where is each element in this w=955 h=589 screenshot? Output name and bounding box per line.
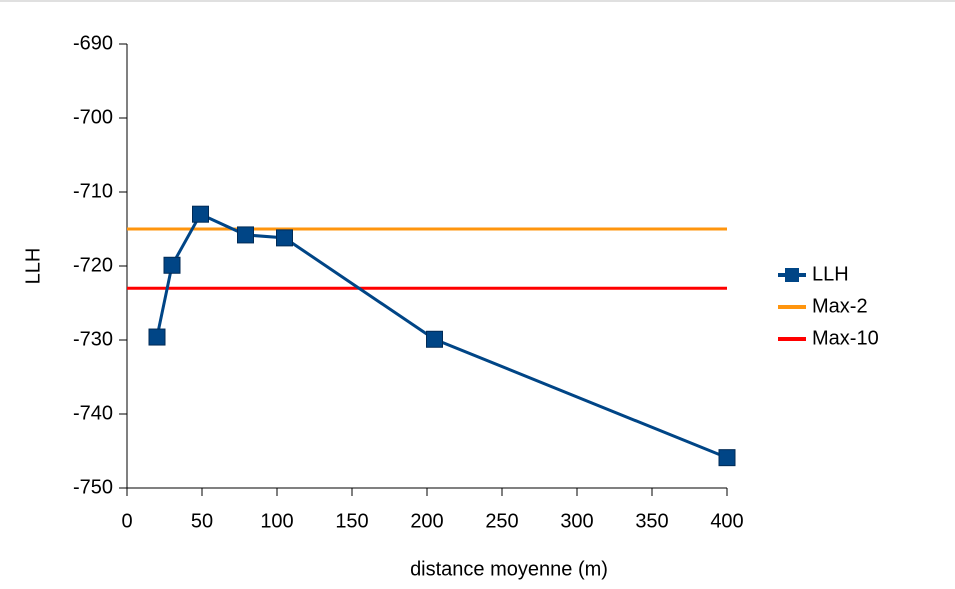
y-tick-label: -700 bbox=[73, 106, 113, 128]
x-tick-label: 50 bbox=[191, 510, 213, 532]
legend-label: LLH bbox=[812, 263, 849, 285]
y-axis-label: LLH bbox=[22, 248, 44, 285]
x-tick-label: 350 bbox=[635, 510, 668, 532]
marker bbox=[276, 229, 293, 247]
x-axis-label: distance moyenne (m) bbox=[410, 558, 608, 580]
y-tick-label: -730 bbox=[73, 328, 113, 350]
marker bbox=[148, 328, 166, 346]
legend-label: Max-2 bbox=[812, 295, 868, 317]
marker bbox=[192, 205, 209, 223]
y-tick-label: -690 bbox=[73, 32, 113, 54]
legend-label: Max-10 bbox=[812, 327, 879, 349]
x-tick-label: 400 bbox=[710, 510, 743, 532]
x-tick-label: 200 bbox=[410, 510, 443, 532]
marker bbox=[163, 256, 181, 274]
x-tick-label: 150 bbox=[335, 510, 368, 532]
marker bbox=[718, 449, 736, 467]
x-tick-label: 0 bbox=[121, 510, 132, 532]
marker bbox=[426, 330, 443, 348]
y-tick-label: -740 bbox=[73, 402, 113, 424]
y-tick-label: -750 bbox=[73, 476, 113, 498]
y-tick-label: -710 bbox=[73, 180, 113, 202]
x-tick-label: 100 bbox=[260, 510, 293, 532]
marker bbox=[237, 226, 254, 244]
y-tick-label: -720 bbox=[73, 254, 113, 276]
x-tick-label: 250 bbox=[485, 510, 518, 532]
x-tick-label: 300 bbox=[560, 510, 593, 532]
legend-marker bbox=[785, 268, 799, 282]
